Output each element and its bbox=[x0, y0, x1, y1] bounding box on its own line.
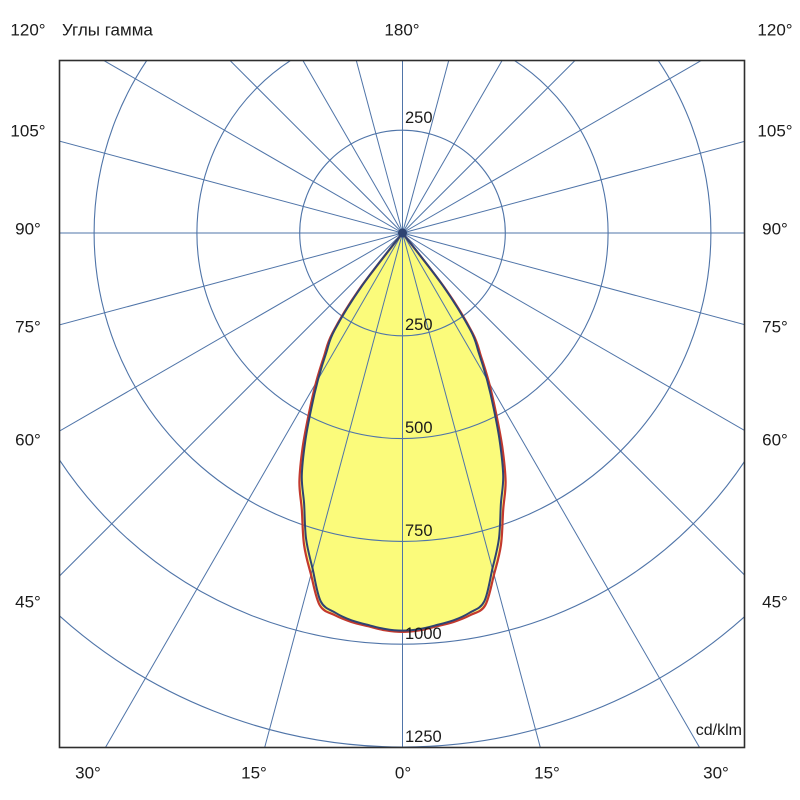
polar-origin-dot bbox=[398, 228, 407, 238]
angle-label-bottom-15-right: 15° bbox=[534, 763, 560, 783]
radial-tick-250: 250 bbox=[405, 315, 433, 334]
gamma-axis-title: Углы гамма bbox=[62, 20, 153, 40]
angle-label-bottom-0: 0° bbox=[394, 763, 412, 783]
grid-ray-15deg bbox=[402, 232, 541, 748]
angle-label-left-105: 105° bbox=[10, 121, 46, 141]
grid-ray-165deg bbox=[402, 60, 450, 234]
angle-label-left-60: 60° bbox=[15, 430, 41, 450]
radial-tick-250-upper: 250 bbox=[405, 108, 433, 127]
grid-ray-285deg bbox=[59, 232, 403, 326]
angle-label-bottom-30-left: 30° bbox=[75, 763, 101, 783]
radial-tick-750: 750 bbox=[405, 521, 433, 540]
grid-ray-330deg bbox=[104, 232, 403, 748]
angle-label-right-105: 105° bbox=[757, 121, 793, 141]
grid-ray-135deg bbox=[402, 60, 576, 234]
radial-tick-1000: 1000 bbox=[405, 624, 442, 643]
angle-label-right-90: 90° bbox=[762, 219, 788, 239]
grid-ray-315deg bbox=[59, 232, 403, 577]
grid-ray-345deg bbox=[264, 232, 403, 748]
angle-label-left-90: 90° bbox=[15, 219, 41, 239]
grid-ray-75deg bbox=[402, 232, 745, 326]
grid-ray-60deg bbox=[402, 232, 745, 432]
radial-tick-500: 500 bbox=[405, 418, 433, 437]
angle-label-bottom-30-right: 30° bbox=[703, 763, 729, 783]
angle-label-right-45: 45° bbox=[762, 592, 788, 612]
grid-ray-150deg bbox=[402, 60, 503, 234]
chart-frame bbox=[58, 59, 746, 749]
grid-ray-105deg bbox=[402, 140, 745, 234]
corner-angle-label-top-right: 120° bbox=[757, 20, 793, 40]
intensity-curve-c0 bbox=[300, 231, 505, 632]
intensity-curve-c90 bbox=[298, 231, 507, 634]
angle-label-left-45: 45° bbox=[15, 592, 41, 612]
angle-label-bottom-15-left: 15° bbox=[241, 763, 267, 783]
grid-ray-240deg bbox=[102, 60, 403, 234]
angle-label-right-75: 75° bbox=[762, 317, 788, 337]
corner-angle-label-top-left: 120° bbox=[10, 20, 46, 40]
radial-tick-1250: 1250 bbox=[405, 727, 442, 746]
grid-ray-225deg bbox=[229, 60, 403, 234]
grid-ray-300deg bbox=[59, 232, 403, 432]
grid-ray-255deg bbox=[59, 140, 403, 234]
grid-ray-30deg bbox=[402, 232, 701, 748]
angle-label-left-75: 75° bbox=[15, 317, 41, 337]
grid-ray-45deg bbox=[402, 232, 745, 576]
grid-ray-195deg bbox=[355, 60, 403, 234]
angle-label-right-60: 60° bbox=[762, 430, 788, 450]
angle-label-180: 180° bbox=[384, 20, 420, 40]
grid-ray-210deg bbox=[302, 60, 403, 234]
grid-ray-120deg bbox=[402, 60, 703, 234]
unit-label: cd/klm bbox=[695, 722, 742, 739]
